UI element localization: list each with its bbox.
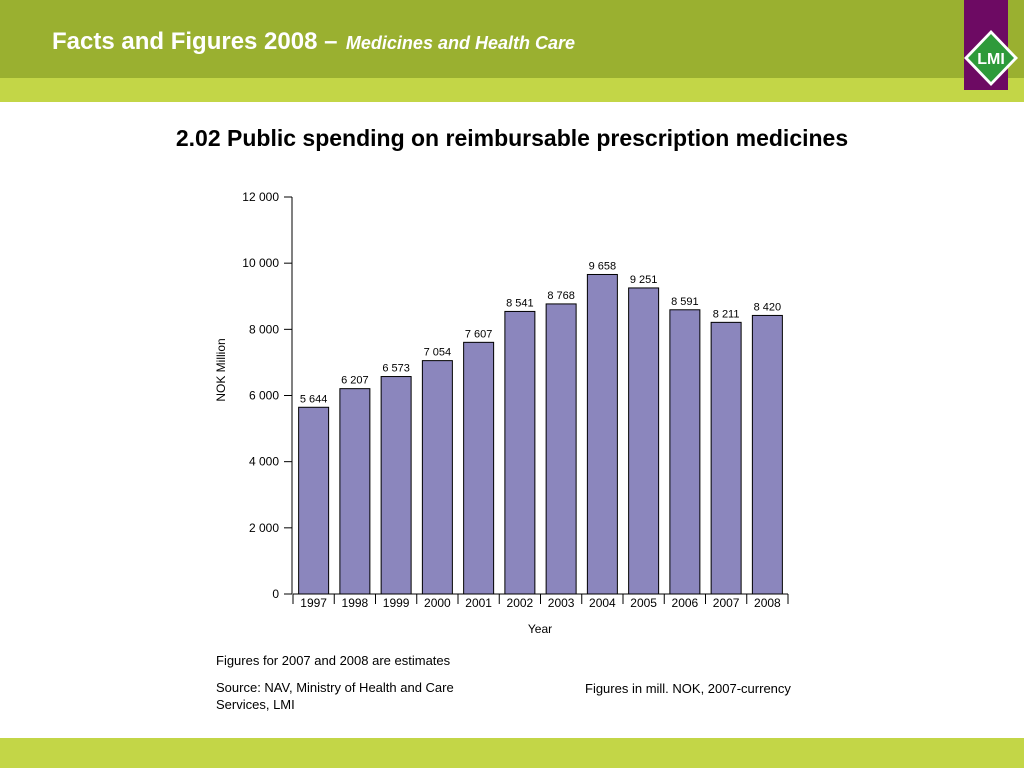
- x-tick-label: 2007: [713, 596, 740, 610]
- y-tick-label: 2 000: [249, 521, 279, 535]
- bar: [504, 310, 536, 595]
- logo-text: LMI: [977, 51, 1005, 68]
- bar-value-label: 6 207: [341, 375, 369, 387]
- bar: [710, 321, 742, 595]
- x-axis-label: Year: [528, 622, 552, 636]
- bar-value-label: 8 591: [671, 296, 699, 308]
- x-tick-label: 1998: [342, 596, 369, 610]
- lmi-logo: LMI: [964, 30, 1018, 86]
- footer-bar: [0, 738, 1024, 768]
- bar: [628, 287, 660, 595]
- header-stripe: [0, 78, 1024, 102]
- y-tick-label: 8 000: [249, 322, 279, 336]
- currency-note: Figures in mill. NOK, 2007-currency: [585, 681, 791, 696]
- bar-value-label: 8 420: [754, 301, 782, 313]
- bar: [586, 273, 618, 595]
- estimates-note: Figures for 2007 and 2008 are estimates: [216, 653, 451, 668]
- header-bar: [0, 0, 1024, 78]
- bar: [421, 360, 453, 595]
- bar-value-label: 8 541: [506, 297, 534, 309]
- y-tick-label: 10 000: [242, 256, 279, 270]
- bar-value-label: 7 054: [424, 347, 452, 359]
- x-tick-label: 2003: [548, 596, 575, 610]
- y-tick-label: 12 000: [242, 190, 279, 204]
- y-tick-label: 6 000: [249, 389, 279, 403]
- x-tick-label: 2004: [589, 596, 616, 610]
- y-tick-label: 0: [272, 587, 279, 601]
- source-note: Source: NAV, Ministry of Health and Care…: [216, 680, 454, 712]
- x-tick-label: 1997: [300, 596, 327, 610]
- header-main-title: Facts and Figures 2008 –: [52, 28, 338, 55]
- chart-title: 2.02 Public spending on reimbursable pre…: [175, 125, 849, 151]
- x-tick-label: 2008: [754, 596, 781, 610]
- x-tick-label: 2006: [672, 596, 699, 610]
- y-axis-label: NOK Million: [214, 338, 228, 401]
- x-tick-label: 2002: [507, 596, 534, 610]
- bar-value-label: 5 644: [300, 393, 328, 405]
- bar-value-label: 7 607: [465, 328, 493, 340]
- bar: [669, 309, 701, 595]
- bar-value-label: 6 573: [382, 363, 410, 375]
- x-tick-label: 1999: [383, 596, 410, 610]
- x-tick-label: 2001: [465, 596, 492, 610]
- bar-value-label: 8 768: [547, 290, 575, 302]
- bar: [298, 406, 330, 595]
- bar-value-label: 8 211: [713, 308, 740, 320]
- header-subtitle: Medicines and Health Care: [345, 33, 575, 53]
- x-tick-label: 2000: [424, 596, 451, 610]
- y-tick-label: 4 000: [249, 455, 279, 469]
- bar: [380, 376, 412, 595]
- bar: [339, 388, 371, 595]
- bar: [545, 303, 577, 595]
- bar: [463, 341, 495, 595]
- bar-value-label: 9 251: [630, 274, 658, 286]
- bar: [751, 314, 783, 595]
- header-title: Facts and Figures 2008 – Medicines and H…: [52, 28, 575, 56]
- bar-value-label: 9 658: [589, 260, 617, 272]
- x-tick-label: 2005: [630, 596, 657, 610]
